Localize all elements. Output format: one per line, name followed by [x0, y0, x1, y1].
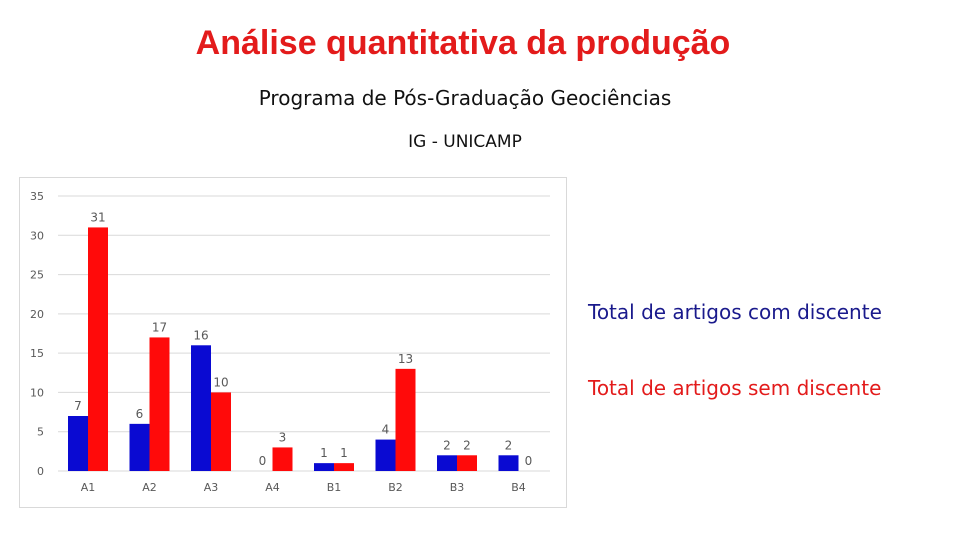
y-tick-label-15: 15 [30, 347, 44, 360]
data-label-b4-series-2: 0 [525, 454, 533, 468]
bar-a1-series-1 [68, 416, 88, 471]
y-tick-label-20: 20 [30, 308, 44, 321]
y-tick-label-35: 35 [30, 190, 44, 203]
data-label-a1-series-1: 7 [74, 399, 82, 413]
legend-without-student: Total de artigos sem discente [588, 376, 882, 400]
data-label-b2-series-2: 13 [398, 352, 413, 366]
bar-a2-series-2 [149, 337, 170, 471]
bar-b3-series-2 [457, 455, 477, 471]
y-tick-label-25: 25 [30, 269, 44, 282]
x-tick-label-b2: B2 [388, 481, 403, 494]
data-label-b1-series-2: 1 [340, 446, 348, 460]
x-tick-label-a1: A1 [81, 481, 96, 494]
data-label-b1-series-1: 1 [320, 446, 328, 460]
data-label-a2-series-2: 17 [152, 320, 167, 334]
x-tick-label-a4: A4 [265, 481, 280, 494]
bar-b3-series-1 [437, 455, 457, 471]
bar-a2-series-1 [129, 423, 150, 471]
data-label-b3-series-2: 2 [463, 438, 471, 452]
bar-a4-series-2 [272, 447, 293, 471]
data-label-a4-series-1: 0 [259, 454, 267, 468]
data-label-b2-series-1: 4 [382, 423, 390, 437]
data-label-a1-series-2: 31 [90, 210, 105, 224]
program-subtitle: Programa de Pós-Graduação Geociências [258, 86, 672, 110]
x-tick-label-a3: A3 [204, 481, 219, 494]
data-label-a4-series-2: 3 [279, 430, 287, 444]
y-tick-label-30: 30 [30, 229, 44, 242]
bar-b2-series-1 [375, 439, 396, 471]
page-title: Análise quantitativa da produção [195, 24, 731, 62]
data-label-a3-series-2: 10 [213, 375, 228, 389]
x-tick-label-a2: A2 [142, 481, 157, 494]
y-tick-label-5: 5 [37, 426, 44, 439]
bar-a1-series-2 [88, 227, 108, 471]
bar-b1-series-1 [314, 463, 334, 471]
bar-a3-series-1 [191, 345, 211, 471]
x-tick-label-b4: B4 [511, 481, 526, 494]
bar-chart: 0 5 10 15 20 25 30 35 7 31 A1 6 17 A2 16 10 A3 0 3 A4 1 1 B1 4 1… [19, 177, 567, 508]
bar-b2-series-2 [395, 368, 416, 471]
bar-b1-series-2 [334, 463, 354, 471]
data-label-b4-series-1: 2 [505, 438, 513, 452]
data-label-a3-series-1: 16 [193, 328, 208, 342]
bar-a3-series-2 [211, 392, 231, 471]
y-tick-label-0: 0 [37, 465, 44, 478]
y-tick-label-10: 10 [30, 386, 44, 399]
institution-label: IG - UNICAMP [408, 132, 522, 152]
legend-with-student: Total de artigos com discente [588, 300, 882, 324]
x-tick-label-b3: B3 [450, 481, 465, 494]
x-tick-label-b1: B1 [327, 481, 342, 494]
data-label-a2-series-1: 6 [136, 407, 144, 421]
bar-b4-series-1 [498, 455, 519, 471]
data-label-b3-series-1: 2 [443, 438, 451, 452]
